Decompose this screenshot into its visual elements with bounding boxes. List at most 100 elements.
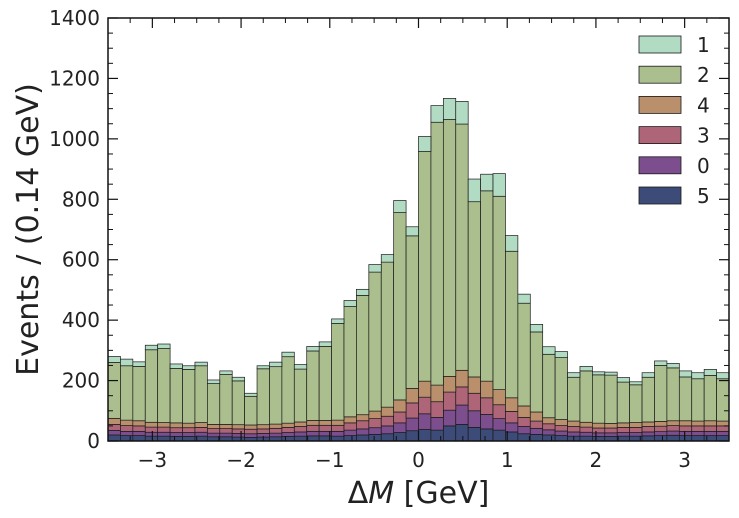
bar-series-5-bin-28	[455, 424, 469, 441]
bar-series-0-bin-29	[467, 410, 481, 428]
bar-series-4-bin-38	[579, 421, 593, 428]
bar-series-2-bin-40	[604, 374, 618, 424]
series-4	[108, 369, 729, 430]
y-tick-label: 600	[62, 248, 100, 272]
bar-series-4-bin-46	[678, 420, 693, 427]
bar-series-2-bin-28	[455, 123, 469, 371]
bar-series-2-bin-37	[567, 376, 581, 422]
bar-series-0-bin-8	[207, 432, 221, 438]
bar-series-4-bin-2	[132, 420, 146, 427]
bar-series-5-bin-24	[405, 430, 419, 441]
bar-series-1-bin-14	[281, 351, 295, 358]
bar-series-1-bin-26	[430, 105, 444, 123]
bar-series-5-bin-34	[529, 434, 544, 441]
bar-series-1-bin-22	[380, 254, 395, 263]
bar-series-3-bin-24	[405, 402, 419, 419]
bar-series-4-bin-4	[157, 422, 171, 428]
legend-label: 2	[697, 63, 710, 87]
bar-series-0-bin-23	[393, 422, 407, 433]
bar-series-4-bin-16	[306, 420, 320, 426]
legend-swatch	[638, 35, 682, 54]
x-tick-label: 2	[590, 448, 603, 472]
series-1	[108, 98, 729, 397]
x-tick-label: −3	[138, 448, 167, 472]
bar-series-3-bin-36	[554, 425, 568, 432]
bar-series-2-bin-5	[169, 368, 183, 424]
bar-series-0-bin-42	[629, 432, 643, 437]
bar-series-1-bin-21	[368, 264, 382, 273]
bar-series-1-bin-27	[442, 98, 457, 120]
bar-series-5-bin-35	[542, 434, 556, 441]
bar-series-0-bin-15	[293, 431, 308, 437]
bar-series-2-bin-3	[144, 349, 159, 423]
bar-series-1-bin-41	[616, 377, 630, 383]
bar-series-0-bin-13	[269, 432, 283, 438]
bar-series-4-bin-35	[542, 417, 556, 425]
bar-series-3-bin-25	[418, 396, 432, 415]
bar-series-5-bin-19	[343, 435, 357, 441]
legend-item-0: 0	[638, 154, 710, 178]
bar-series-0-bin-47	[691, 430, 705, 436]
bar-series-1-bin-7	[194, 361, 208, 367]
bar-series-0-bin-6	[182, 432, 196, 437]
bar-series-0-bin-34	[529, 427, 544, 435]
bar-series-1-bin-6	[182, 365, 196, 370]
bar-series-5-bin-47	[691, 435, 705, 441]
x-tick-label: −1	[315, 448, 344, 472]
bar-series-3-bin-7	[194, 427, 208, 433]
bar-series-4-bin-29	[467, 376, 481, 394]
bar-series-4-bin-48	[703, 420, 717, 427]
bar-series-2-bin-42	[629, 384, 643, 423]
bar-series-0-bin-37	[567, 431, 581, 437]
bar-series-4-bin-0	[108, 417, 121, 425]
bar-series-0-bin-30	[480, 414, 494, 430]
bar-series-4-bin-6	[182, 422, 196, 429]
legend-item-4: 4	[638, 93, 710, 117]
bar-series-2-bin-15	[293, 368, 308, 423]
bar-series-5-bin-1	[120, 435, 134, 441]
bar-series-2-bin-22	[380, 261, 395, 408]
legend-label: 5	[697, 184, 710, 208]
bar-series-2-bin-48	[703, 375, 717, 422]
bar-series-4-bin-31	[492, 389, 506, 406]
bar-series-2-bin-38	[579, 370, 593, 423]
bar-series-4-bin-33	[517, 405, 531, 418]
legend-item-5: 5	[638, 184, 710, 208]
bar-series-3-bin-42	[629, 427, 643, 433]
bar-series-0-bin-49	[716, 430, 729, 436]
bar-series-3-bin-43	[641, 426, 655, 433]
bar-series-4-bin-8	[207, 424, 221, 429]
y-axis: 0 200 400 600 800 1000 1200 1400	[49, 6, 729, 453]
bar-series-4-bin-22	[380, 406, 395, 417]
bar-series-0-bin-21	[368, 427, 382, 435]
bar-series-0-bin-18	[331, 430, 345, 437]
bar-series-5-bin-21	[368, 434, 382, 441]
bar-series-3-bin-8	[207, 428, 221, 434]
bar-series-5-bin-20	[356, 434, 370, 441]
bar-series-2-bin-9	[219, 374, 233, 425]
bar-series-4-bin-7	[194, 422, 208, 428]
bar-series-1-bin-20	[356, 288, 370, 296]
bar-series-3-bin-46	[678, 425, 693, 432]
bar-series-1-bin-30	[480, 173, 494, 192]
bar-series-3-bin-16	[306, 424, 320, 432]
bar-series-2-bin-23	[393, 212, 407, 401]
bar-series-1-bin-34	[529, 324, 544, 333]
bar-series-2-bin-0	[108, 362, 121, 419]
bar-series-4-bin-25	[418, 380, 432, 398]
bar-series-5-bin-30	[480, 428, 494, 441]
bar-series-1-bin-45	[666, 362, 680, 369]
bar-series-2-bin-31	[492, 195, 506, 390]
series-3	[108, 386, 729, 435]
bar-series-1-bin-39	[592, 371, 606, 376]
bar-series-1-bin-38	[579, 366, 593, 372]
bar-series-5-bin-26	[430, 429, 444, 441]
bar-series-1-bin-11	[244, 392, 258, 397]
bar-series-0-bin-44	[654, 431, 668, 436]
bar-series-2-bin-11	[244, 395, 258, 426]
bar-series-0-bin-43	[641, 431, 655, 437]
bar-series-3-bin-34	[529, 420, 544, 429]
bar-series-3-bin-15	[293, 426, 308, 433]
legend-label: 4	[697, 93, 710, 117]
